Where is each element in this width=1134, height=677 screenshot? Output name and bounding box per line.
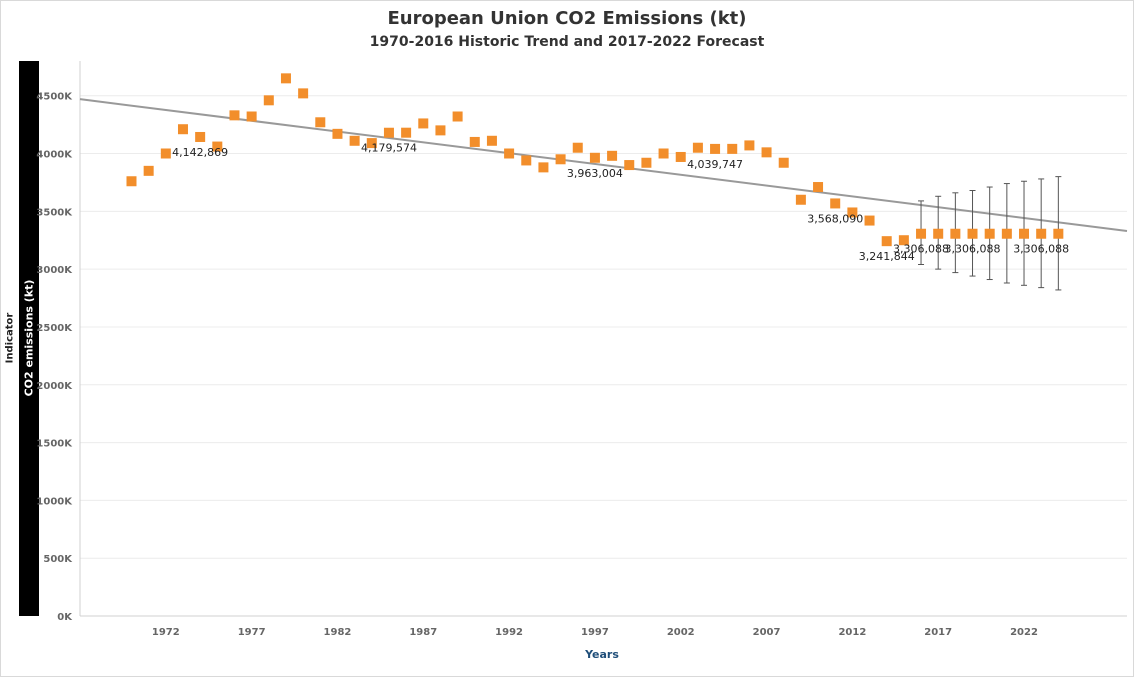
data-point — [607, 150, 618, 161]
data-point — [555, 154, 566, 165]
y-tick-label: 4500K — [36, 92, 73, 103]
data-point — [692, 142, 703, 153]
data-label: 3,306,088 — [945, 243, 1001, 256]
data-point — [658, 148, 669, 159]
data-point — [177, 124, 188, 135]
data-point — [143, 165, 154, 176]
data-point — [589, 152, 600, 163]
data-point — [813, 182, 824, 193]
data-point — [984, 228, 995, 239]
data-point — [624, 160, 635, 171]
x-tick-label: 2017 — [924, 627, 952, 638]
x-tick-label: 2002 — [667, 627, 695, 638]
data-point — [263, 95, 274, 106]
data-point — [383, 127, 394, 138]
data-point — [486, 135, 497, 146]
data-point — [572, 142, 583, 153]
x-tick-label: 1992 — [495, 627, 523, 638]
data-point — [847, 207, 858, 218]
data-point — [1053, 228, 1064, 239]
y-tick-label: 3500K — [36, 207, 73, 218]
data-label: 4,142,869 — [172, 146, 228, 159]
data-point — [761, 147, 772, 158]
data-point — [212, 141, 223, 152]
axes — [79, 61, 1127, 617]
data-label: 3,306,088 — [893, 243, 949, 256]
data-point — [349, 135, 360, 146]
data-point — [795, 194, 806, 205]
x-tick-label: 1997 — [581, 627, 609, 638]
data-point — [538, 162, 549, 173]
data-point — [727, 143, 738, 154]
x-tick-label: 2012 — [838, 627, 866, 638]
data-point — [332, 128, 343, 139]
data-point — [401, 127, 412, 138]
y-tick-label: 3000K — [36, 265, 73, 276]
data-point — [160, 148, 171, 159]
data-point — [1001, 228, 1012, 239]
chart-title: European Union CO2 Emissions (kt) — [387, 8, 747, 29]
data-point — [195, 131, 206, 142]
y-tick-label: 1500K — [36, 439, 73, 450]
data-label: 4,179,574 — [361, 142, 417, 155]
x-tick-label: 1987 — [409, 627, 437, 638]
y-tick-label: 500K — [43, 554, 73, 565]
y-tick-label: 2500K — [36, 323, 73, 334]
data-point — [710, 143, 721, 154]
x-tick-label: 2022 — [1010, 627, 1038, 638]
data-point — [418, 118, 429, 129]
data-label: 4,039,747 — [687, 158, 743, 171]
data-point — [744, 140, 755, 151]
data-point — [1036, 228, 1047, 239]
data-label: 3,963,004 — [567, 167, 623, 180]
data-point — [881, 236, 892, 247]
data-point — [933, 228, 944, 239]
data-label: 3,306,088 — [1013, 243, 1069, 256]
data-point — [229, 110, 240, 121]
x-tick-label: 1982 — [324, 627, 352, 638]
y-tick-label: 1000K — [36, 496, 73, 507]
y-tick-label: 4000K — [36, 150, 73, 161]
data-point — [641, 157, 652, 168]
y-tick-label: 2000K — [36, 381, 73, 392]
data-point — [830, 198, 841, 209]
data-point — [950, 228, 961, 239]
chart-subtitle: 1970-2016 Historic Trend and 2017-2022 F… — [369, 34, 765, 50]
data-label: 3,241,844 — [859, 250, 915, 263]
x-tick-label: 1977 — [238, 627, 266, 638]
y-tick-label: 0K — [57, 612, 73, 623]
data-point — [280, 73, 291, 84]
data-points — [126, 73, 1064, 247]
x-axis-label: Years — [585, 648, 619, 661]
data-point — [521, 155, 532, 166]
data-point — [126, 176, 137, 187]
data-point — [504, 148, 515, 159]
data-point — [778, 157, 789, 168]
data-point — [315, 117, 326, 128]
data-point — [435, 125, 446, 136]
data-point — [246, 111, 257, 122]
data-point — [675, 151, 686, 162]
data-point — [298, 88, 309, 99]
data-point — [452, 111, 463, 122]
data-point — [1019, 228, 1030, 239]
data-point — [967, 228, 978, 239]
data-label: 3,568,090 — [807, 212, 863, 225]
data-point — [469, 136, 480, 147]
x-tick-label: 1972 — [152, 627, 180, 638]
y-axis-label-band — [19, 61, 39, 616]
data-point — [366, 138, 377, 149]
tick-labels: 0K 500K 1000K 1500K 2000K 2500K 3000K 3500K 4000… — [36, 92, 1038, 638]
data-point — [898, 235, 909, 246]
x-tick-label: 2007 — [753, 627, 781, 638]
data-point — [864, 215, 875, 226]
data-point — [916, 228, 927, 239]
data-labels: 4,142,869 4,179,574 3,963,004 4,039,747 3,56… — [172, 142, 1069, 263]
